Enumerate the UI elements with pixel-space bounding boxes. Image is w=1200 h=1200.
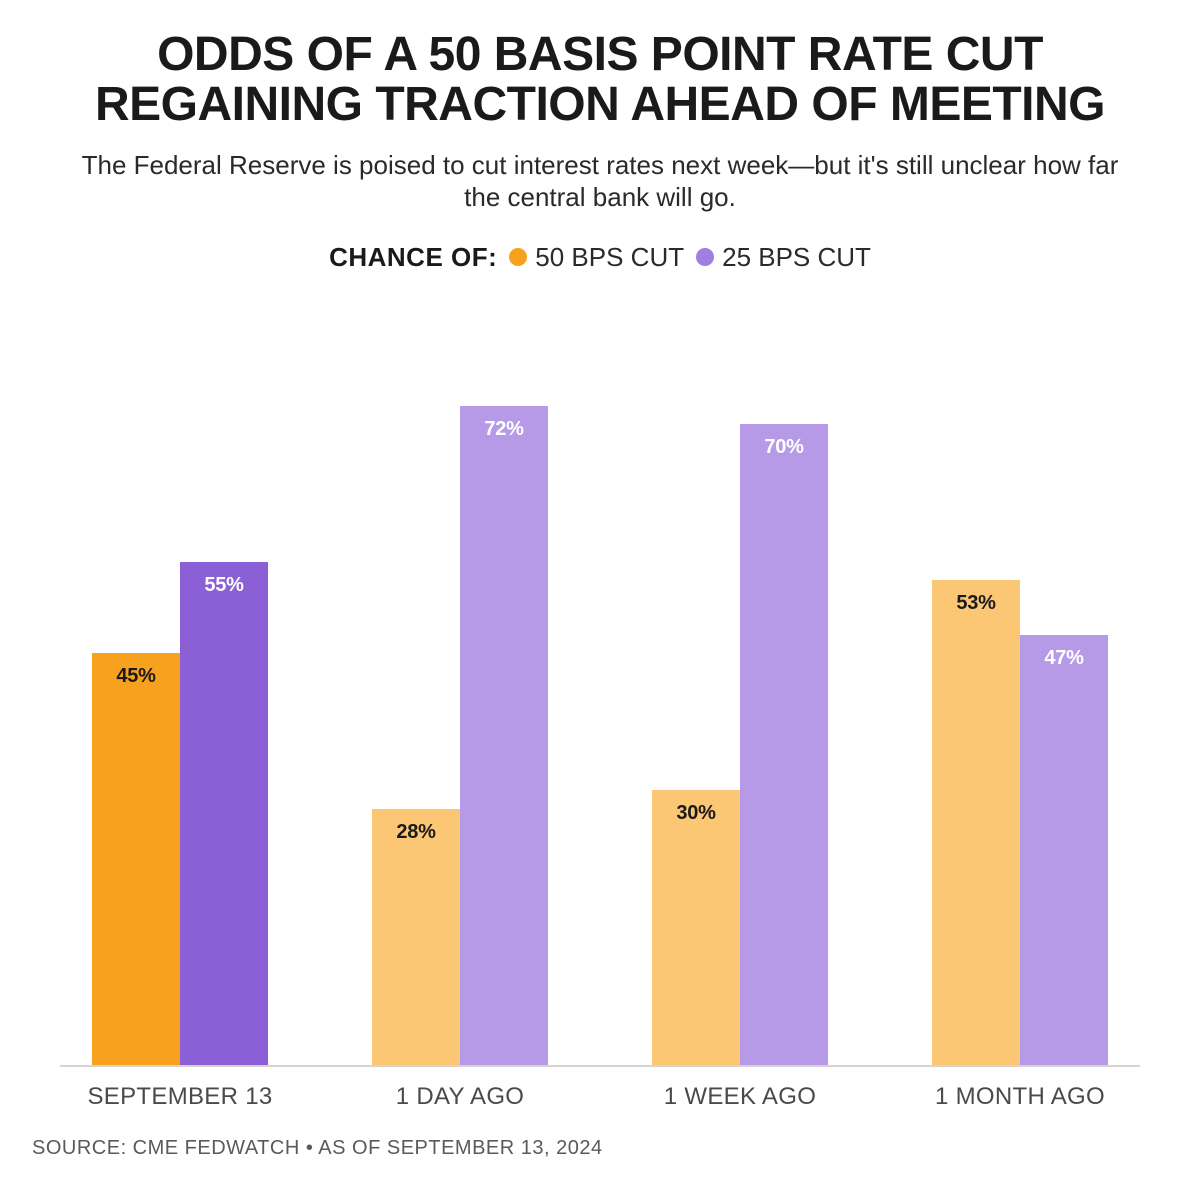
bar-label: 72% [484, 418, 523, 441]
group-2: 30% 70% [626, 333, 854, 1065]
swatch-50bps [509, 248, 527, 266]
bar-groups: 45% 55% 28% 72% 30% [60, 333, 1140, 1065]
bar-label: 28% [396, 821, 435, 844]
x-tick: SEPTEMBER 13 [66, 1083, 294, 1111]
bar-50bps: 28% [372, 809, 460, 1065]
legend-label-25bps: 25 BPS CUT [722, 242, 871, 273]
bar-label: 53% [956, 592, 995, 615]
source-line: SOURCE: CME FEDWATCH • AS OF SEPTEMBER 1… [30, 1137, 1170, 1160]
bar-50bps: 53% [932, 580, 1020, 1065]
bar-25bps: 47% [1020, 635, 1108, 1065]
bar-label: 47% [1044, 647, 1083, 670]
swatch-25bps [696, 248, 714, 266]
x-tick: 1 WEEK AGO [626, 1083, 854, 1111]
legend: CHANCE OF: 50 BPS CUT 25 BPS CUT [30, 242, 1170, 273]
plot-area: 45% 55% 28% 72% 30% [60, 333, 1140, 1067]
bar-50bps: 45% [92, 653, 180, 1065]
legend-item-25bps: 25 BPS CUT [696, 242, 871, 273]
bar-label: 70% [764, 436, 803, 459]
chart-subtitle: The Federal Reserve is poised to cut int… [75, 149, 1125, 214]
page: ODDS OF A 50 BASIS POINT RATE CUT REGAIN… [0, 0, 1200, 1200]
legend-label-50bps: 50 BPS CUT [535, 242, 684, 273]
bar-label: 30% [676, 802, 715, 825]
bar-label: 45% [116, 665, 155, 688]
chart-title: ODDS OF A 50 BASIS POINT RATE CUT REGAIN… [30, 30, 1170, 131]
group-3: 53% 47% [906, 333, 1134, 1065]
bar-25bps: 55% [180, 562, 268, 1065]
bar-25bps: 72% [460, 406, 548, 1065]
bar-25bps: 70% [740, 424, 828, 1065]
legend-item-50bps: 50 BPS CUT [509, 242, 684, 273]
chart: 45% 55% 28% 72% 30% [30, 333, 1170, 1111]
x-tick: 1 DAY AGO [346, 1083, 574, 1111]
bar-50bps: 30% [652, 790, 740, 1065]
bar-label: 55% [204, 574, 243, 597]
x-tick: 1 MONTH AGO [906, 1083, 1134, 1111]
legend-title: CHANCE OF: [329, 242, 497, 273]
group-1: 28% 72% [346, 333, 574, 1065]
x-axis: SEPTEMBER 13 1 DAY AGO 1 WEEK AGO 1 MONT… [60, 1083, 1140, 1111]
group-0: 45% 55% [66, 333, 294, 1065]
